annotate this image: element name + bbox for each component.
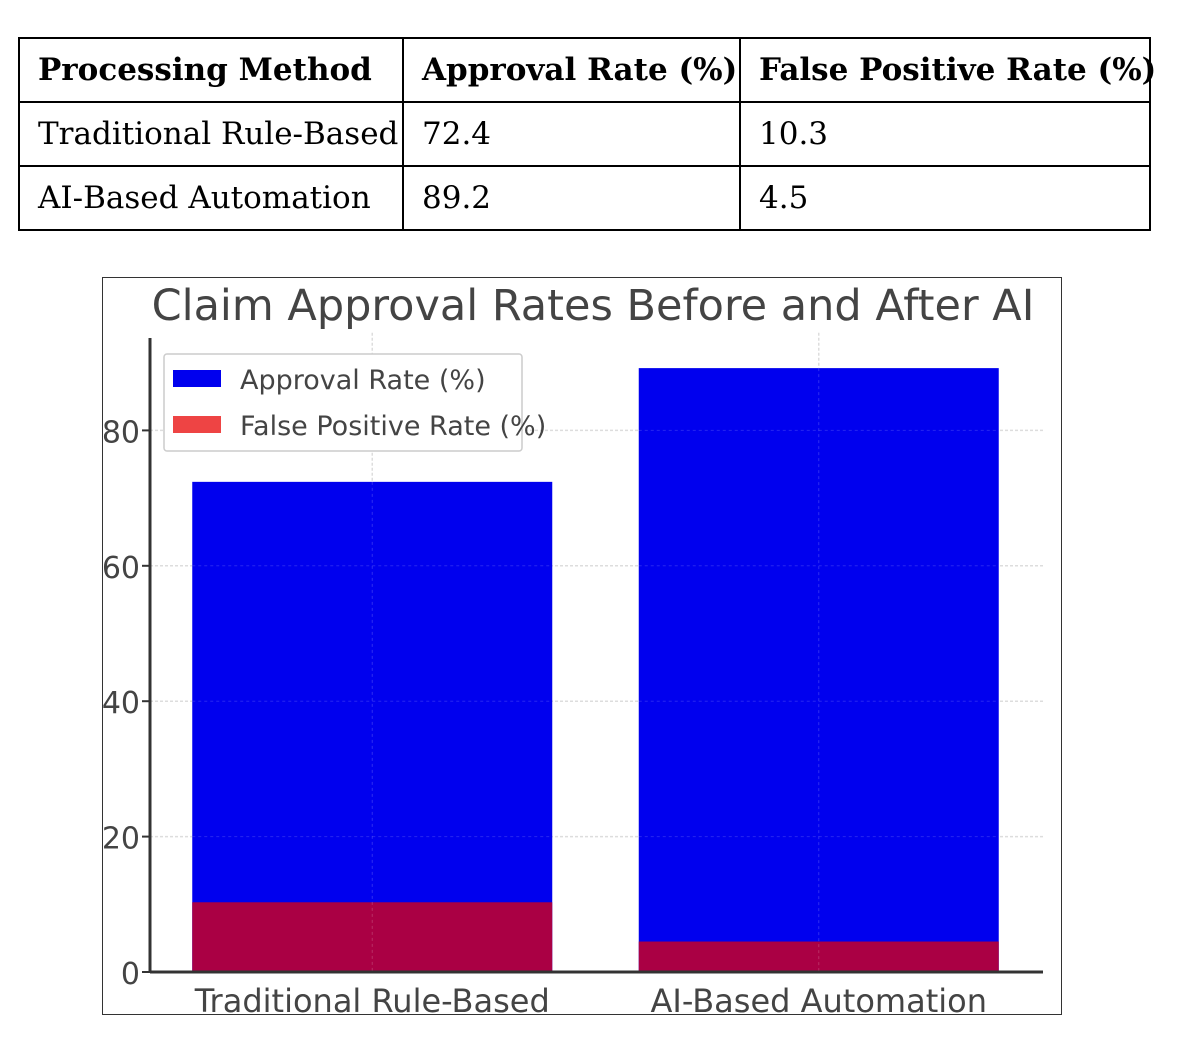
bar-false-positive-rate — [638, 941, 999, 972]
y-tick-label: 20 — [103, 822, 140, 857]
y-tick-label: 80 — [103, 415, 140, 450]
cell-false-positive-rate: 4.5 — [739, 165, 1151, 231]
header-false-positive-rate: False Positive Rate (%) — [739, 37, 1156, 103]
legend-box — [163, 353, 523, 452]
bars — [192, 368, 999, 973]
bar-false-positive-rate — [192, 902, 553, 972]
table-row: Traditional Rule-Based 72.4 10.3 — [18, 101, 1151, 167]
x-tick-label: Traditional Rule-Based — [194, 982, 550, 1013]
bar-approval-rate — [192, 481, 553, 972]
chart-title: Claim Approval Rates Before and After AI — [152, 281, 1035, 331]
y-tick-label: 40 — [103, 686, 140, 721]
cell-approval-rate: 72.4 — [402, 101, 741, 167]
legend-swatch-false-positive — [173, 416, 221, 433]
legend-label-approval: Approval Rate (%) — [240, 365, 486, 396]
axes — [148, 338, 1043, 974]
header-processing-method: Processing Method — [18, 37, 404, 103]
y-tick-label: 60 — [103, 551, 140, 586]
table-header-row: Processing Method Approval Rate (%) Fals… — [18, 37, 1156, 103]
y-ticks: 0 20 40 60 80 — [103, 415, 150, 992]
x-tick-label: AI-Based Automation — [650, 982, 987, 1013]
legend-label-false-positive: False Positive Rate (%) — [240, 411, 546, 442]
cell-method: Traditional Rule-Based — [18, 101, 404, 167]
legend: Approval Rate (%) False Positive Rate (%… — [163, 353, 546, 452]
legend-swatch-approval — [173, 370, 221, 387]
bar-chart: 0 20 40 60 80 Traditional Rule-Based AI-Based… — [103, 281, 1043, 1013]
cell-approval-rate: 89.2 — [402, 165, 741, 231]
header-approval-rate: Approval Rate (%) — [402, 37, 741, 103]
bar-approval-rate — [638, 368, 999, 973]
chart-frame: 0 20 40 60 80 Traditional Rule-Based AI-Based… — [102, 277, 1062, 1015]
table-row: AI-Based Automation 89.2 4.5 — [18, 165, 1151, 231]
comparison-table: Processing Method Approval Rate (%) Fals… — [18, 37, 1156, 231]
x-tick-labels: Traditional Rule-Based AI-Based Automatio… — [194, 982, 987, 1013]
cell-method: AI-Based Automation — [18, 165, 404, 231]
y-tick-label: 0 — [121, 957, 140, 992]
cell-false-positive-rate: 10.3 — [739, 101, 1151, 167]
